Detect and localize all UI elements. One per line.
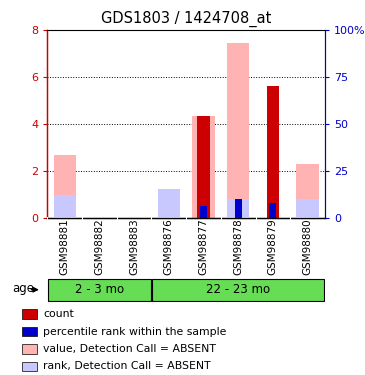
Bar — [22, 327, 37, 336]
Text: GSM98877: GSM98877 — [199, 218, 208, 275]
Bar — [227, 199, 249, 217]
Bar — [197, 116, 210, 218]
Text: percentile rank within the sample: percentile rank within the sample — [43, 327, 227, 337]
Text: GSM98880: GSM98880 — [303, 218, 312, 275]
Text: GSM98881: GSM98881 — [60, 218, 70, 275]
Text: GSM98878: GSM98878 — [233, 218, 243, 275]
Text: 2 - 3 mo: 2 - 3 mo — [75, 283, 124, 296]
Bar — [267, 86, 279, 218]
Bar — [296, 164, 319, 218]
Bar — [22, 344, 37, 354]
Bar — [22, 309, 37, 319]
Text: age: age — [12, 282, 34, 295]
Bar — [54, 195, 76, 217]
Bar — [192, 116, 215, 218]
Bar — [200, 206, 207, 218]
Text: count: count — [43, 309, 74, 319]
Bar — [227, 43, 249, 218]
Text: value, Detection Call = ABSENT: value, Detection Call = ABSENT — [43, 344, 216, 354]
FancyBboxPatch shape — [152, 279, 324, 301]
Title: GDS1803 / 1424708_at: GDS1803 / 1424708_at — [101, 11, 271, 27]
Bar — [269, 203, 276, 217]
Bar — [296, 199, 319, 217]
Text: GSM98876: GSM98876 — [164, 218, 174, 275]
Bar — [22, 362, 37, 371]
Text: 22 - 23 mo: 22 - 23 mo — [206, 283, 270, 296]
Text: GSM98883: GSM98883 — [129, 218, 139, 275]
Text: GSM98879: GSM98879 — [268, 218, 278, 275]
Bar — [54, 155, 76, 218]
FancyBboxPatch shape — [48, 279, 151, 301]
Bar — [235, 199, 242, 217]
Text: GSM98882: GSM98882 — [95, 218, 104, 275]
Bar — [158, 189, 180, 217]
Text: rank, Detection Call = ABSENT: rank, Detection Call = ABSENT — [43, 362, 211, 371]
Bar — [158, 192, 180, 217]
